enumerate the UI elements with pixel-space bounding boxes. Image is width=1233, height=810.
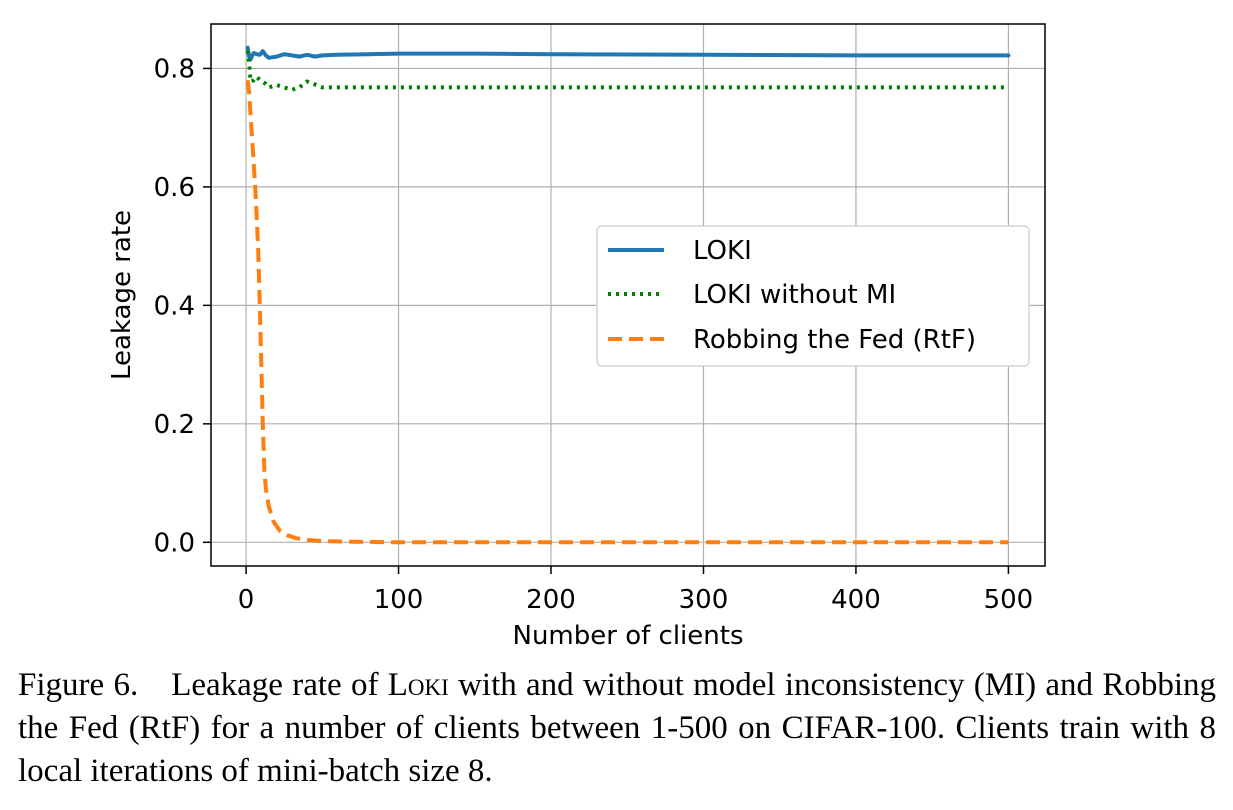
axis-ticks: 0 100 200 300 400 500 0.0 0.2 0.4 0.6 0.8 <box>154 54 1034 615</box>
y-tick-label: 0.6 <box>154 173 195 203</box>
x-tick-label: 100 <box>374 585 424 615</box>
y-tick-label: 0.0 <box>154 528 195 558</box>
series-lines <box>245 45 1011 545</box>
caption-text: with and without model inconsistency (MI… <box>18 667 1216 789</box>
x-axis-label: Number of clients <box>513 621 744 651</box>
legend-label-loki: LOKI <box>693 236 752 266</box>
x-tick-label: 0 <box>238 585 255 615</box>
x-tick-label: 400 <box>831 585 881 615</box>
caption-prefix: Figure 6. Leakage rate of <box>18 667 388 703</box>
leakage-rate-chart: 0 100 200 300 400 500 0.0 0.2 0.4 0.6 0.8 Number o… <box>107 23 1046 651</box>
legend: LOKI LOKI without MI Robbing the Fed (Rt… <box>596 225 1030 367</box>
x-tick-label: 200 <box>526 585 576 615</box>
y-tick-label: 0.4 <box>154 291 195 321</box>
legend-label-loki-without-mi: LOKI without MI <box>693 280 896 310</box>
legend-box <box>596 225 1030 367</box>
caption-method-name: Loki <box>387 667 449 703</box>
x-tick-label: 300 <box>679 585 729 615</box>
figure-caption: Figure 6. Leakage rate of Loki with and … <box>18 664 1216 793</box>
y-axis-label: Leakage rate <box>107 210 137 380</box>
figure: 0 100 200 300 400 500 0.0 0.2 0.4 0.6 0.8 Number o… <box>107 23 1046 651</box>
series-line-loki <box>245 45 1011 62</box>
series-line-rtf <box>245 80 1009 545</box>
y-tick-label: 0.2 <box>154 410 195 440</box>
plot-frame <box>210 23 1046 567</box>
x-tick-label: 500 <box>984 585 1034 615</box>
legend-label-rtf: Robbing the Fed (RtF) <box>693 325 976 355</box>
y-tick-label: 0.8 <box>154 54 195 84</box>
